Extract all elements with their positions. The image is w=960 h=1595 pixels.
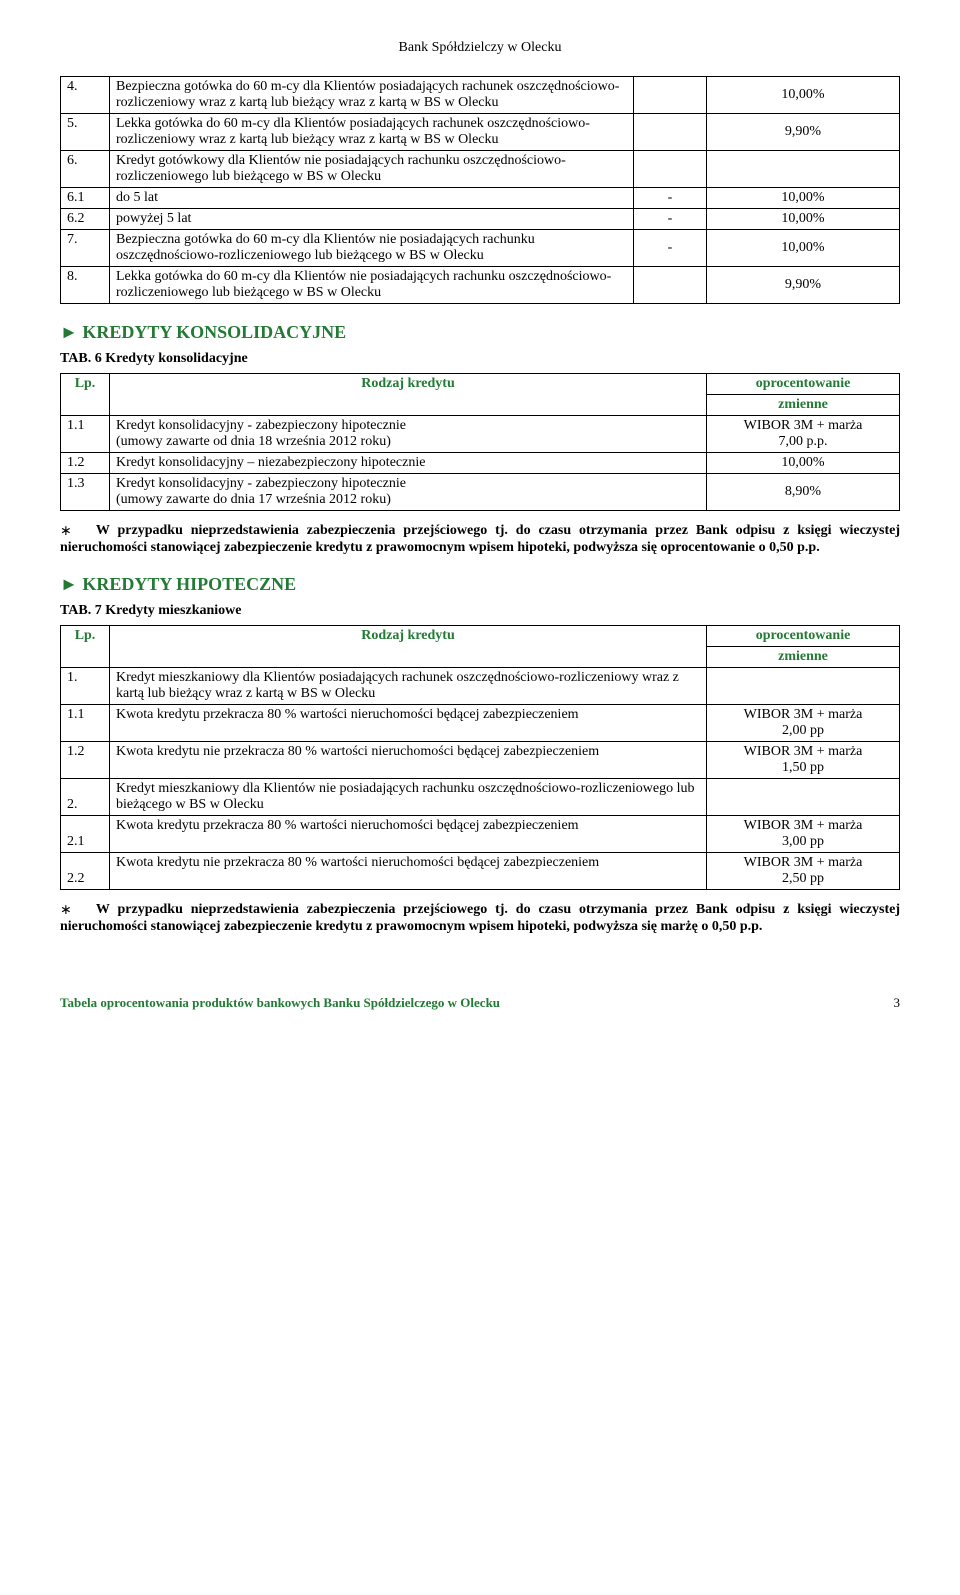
table-row: 8.Lekka gotówka do 60 m-cy dla Klientów … bbox=[61, 267, 900, 304]
table-row: 1.3Kredyt konsolidacyjny - zabezpieczony… bbox=[61, 474, 900, 511]
row-rate: 10,00% bbox=[707, 188, 900, 209]
note-2: ∗ W przypadku nieprzedstawienia zabezpie… bbox=[60, 902, 900, 935]
row-dash: - bbox=[634, 188, 707, 209]
row-desc: Kredyt konsolidacyjny – niezabezpieczony… bbox=[110, 453, 707, 474]
row-dash: - bbox=[634, 230, 707, 267]
row-num: 6.1 bbox=[61, 188, 110, 209]
row-rate: 9,90% bbox=[707, 267, 900, 304]
row-num: 1.2 bbox=[61, 742, 110, 779]
row-desc: Bezpieczna gotówka do 60 m-cy dla Klient… bbox=[110, 230, 634, 267]
table-6: Lp. Rodzaj kredytu oprocentowanie zmienn… bbox=[60, 373, 900, 511]
row-num: 4. bbox=[61, 77, 110, 114]
row-desc: Kwota kredytu przekracza 80 % wartości n… bbox=[110, 816, 707, 853]
row-dash bbox=[634, 151, 707, 188]
row-num: 6.2 bbox=[61, 209, 110, 230]
row-rate: WIBOR 3M + marża 3,00 pp bbox=[707, 816, 900, 853]
row-num: 8. bbox=[61, 267, 110, 304]
row-desc: Kredyt konsolidacyjny - zabezpieczony hi… bbox=[110, 474, 707, 511]
row-desc: Lekka gotówka do 60 m-cy dla Klientów ni… bbox=[110, 267, 634, 304]
row-rate: WIBOR 3M + marża 1,50 pp bbox=[707, 742, 900, 779]
row-dash bbox=[634, 77, 707, 114]
table-row: 1.1Kredyt konsolidacyjny - zabezpieczony… bbox=[61, 416, 900, 453]
table-row: 2.Kredyt mieszkaniowy dla Klientów nie p… bbox=[61, 779, 900, 816]
row-desc: Kwota kredytu nie przekracza 80 % wartoś… bbox=[110, 853, 707, 890]
tab7-hdr-lp: Lp. bbox=[61, 626, 110, 668]
row-rate: 8,90% bbox=[707, 474, 900, 511]
table-row: 6.2powyżej 5 lat-10,00% bbox=[61, 209, 900, 230]
table-row: 7.Bezpieczna gotówka do 60 m-cy dla Klie… bbox=[61, 230, 900, 267]
row-num: 1.2 bbox=[61, 453, 110, 474]
note2-text: W przypadku nieprzedstawienia zabezpiecz… bbox=[60, 902, 900, 934]
table-row: 1.2Kwota kredytu nie przekracza 80 % war… bbox=[61, 742, 900, 779]
page-header: Bank Spółdzielczy w Olecku bbox=[60, 40, 900, 56]
asterisk-icon-2: ∗ bbox=[60, 902, 88, 919]
tab6-title: TAB. 6 Kredyty konsolidacyjne bbox=[60, 351, 900, 367]
row-num: 1.3 bbox=[61, 474, 110, 511]
table-row: 2.2Kwota kredytu nie przekracza 80 % war… bbox=[61, 853, 900, 890]
footer: Tabela oprocentowania produktów bankowyc… bbox=[60, 995, 900, 1011]
row-desc: Bezpieczna gotówka do 60 m-cy dla Klient… bbox=[110, 77, 634, 114]
row-dash bbox=[634, 114, 707, 151]
section-konsolidacyjne: ► KREDYTY KONSOLIDACYJNE bbox=[60, 322, 900, 343]
note1-text: W przypadku nieprzedstawienia zabezpiecz… bbox=[60, 523, 900, 555]
table-row: 1.2Kredyt konsolidacyjny – niezabezpiecz… bbox=[61, 453, 900, 474]
row-desc: Kredyt gotówkowy dla Klientów nie posiad… bbox=[110, 151, 634, 188]
footer-text: Tabela oprocentowania produktów bankowyc… bbox=[60, 995, 500, 1010]
tab7-hdr-zmienne: zmienne bbox=[707, 647, 900, 668]
table-row: 5.Lekka gotówka do 60 m-cy dla Klientów … bbox=[61, 114, 900, 151]
section-hipoteczne: ► KREDYTY HIPOTECZNE bbox=[60, 574, 900, 595]
table-row: 6.1do 5 lat-10,00% bbox=[61, 188, 900, 209]
row-num: 2.1 bbox=[61, 816, 110, 853]
row-num: 2.2 bbox=[61, 853, 110, 890]
row-num: 2. bbox=[61, 779, 110, 816]
tab7-hdr-oproc: oprocentowanie bbox=[707, 626, 900, 647]
table-row: 1.Kredyt mieszkaniowy dla Klientów posia… bbox=[61, 668, 900, 705]
row-rate: WIBOR 3M + marża 2,00 pp bbox=[707, 705, 900, 742]
table-row: 1.1Kwota kredytu przekracza 80 % wartośc… bbox=[61, 705, 900, 742]
row-rate: WIBOR 3M + marża 2,50 pp bbox=[707, 853, 900, 890]
row-desc: Kwota kredytu przekracza 80 % wartości n… bbox=[110, 705, 707, 742]
row-num: 6. bbox=[61, 151, 110, 188]
asterisk-icon: ∗ bbox=[60, 523, 88, 540]
table-row: 4.Bezpieczna gotówka do 60 m-cy dla Klie… bbox=[61, 77, 900, 114]
row-num: 5. bbox=[61, 114, 110, 151]
table-row: 6.Kredyt gotówkowy dla Klientów nie posi… bbox=[61, 151, 900, 188]
row-rate: WIBOR 3M + marża 7,00 p.p. bbox=[707, 416, 900, 453]
row-desc: do 5 lat bbox=[110, 188, 634, 209]
note-1: ∗ W przypadku nieprzedstawienia zabezpie… bbox=[60, 523, 900, 556]
row-rate: 10,00% bbox=[707, 453, 900, 474]
row-desc: Kredyt konsolidacyjny - zabezpieczony hi… bbox=[110, 416, 707, 453]
row-desc: Lekka gotówka do 60 m-cy dla Klientów po… bbox=[110, 114, 634, 151]
row-desc: Kredyt mieszkaniowy dla Klientów posiada… bbox=[110, 668, 707, 705]
tab6-hdr-zmienne: zmienne bbox=[707, 395, 900, 416]
row-desc: Kwota kredytu nie przekracza 80 % wartoś… bbox=[110, 742, 707, 779]
tab6-hdr-lp: Lp. bbox=[61, 374, 110, 416]
row-dash bbox=[634, 267, 707, 304]
table-7: Lp. Rodzaj kredytu oprocentowanie zmienn… bbox=[60, 625, 900, 890]
tab6-hdr-oproc: oprocentowanie bbox=[707, 374, 900, 395]
page-number: 3 bbox=[894, 995, 901, 1011]
row-rate: 10,00% bbox=[707, 209, 900, 230]
tab7-title: TAB. 7 Kredyty mieszkaniowe bbox=[60, 603, 900, 619]
row-num: 1.1 bbox=[61, 416, 110, 453]
row-desc: Kredyt mieszkaniowy dla Klientów nie pos… bbox=[110, 779, 707, 816]
row-dash: - bbox=[634, 209, 707, 230]
row-rate: 10,00% bbox=[707, 230, 900, 267]
row-rate: 10,00% bbox=[707, 77, 900, 114]
row-rate: 9,90% bbox=[707, 114, 900, 151]
tab7-hdr-rodzaj: Rodzaj kredytu bbox=[110, 626, 707, 668]
row-rate bbox=[707, 151, 900, 188]
row-num: 1. bbox=[61, 668, 110, 705]
table-row: 2.1Kwota kredytu przekracza 80 % wartośc… bbox=[61, 816, 900, 853]
row-num: 7. bbox=[61, 230, 110, 267]
row-rate bbox=[707, 668, 900, 705]
table-top: 4.Bezpieczna gotówka do 60 m-cy dla Klie… bbox=[60, 76, 900, 304]
row-desc: powyżej 5 lat bbox=[110, 209, 634, 230]
tab6-hdr-rodzaj: Rodzaj kredytu bbox=[110, 374, 707, 416]
row-rate bbox=[707, 779, 900, 816]
row-num: 1.1 bbox=[61, 705, 110, 742]
